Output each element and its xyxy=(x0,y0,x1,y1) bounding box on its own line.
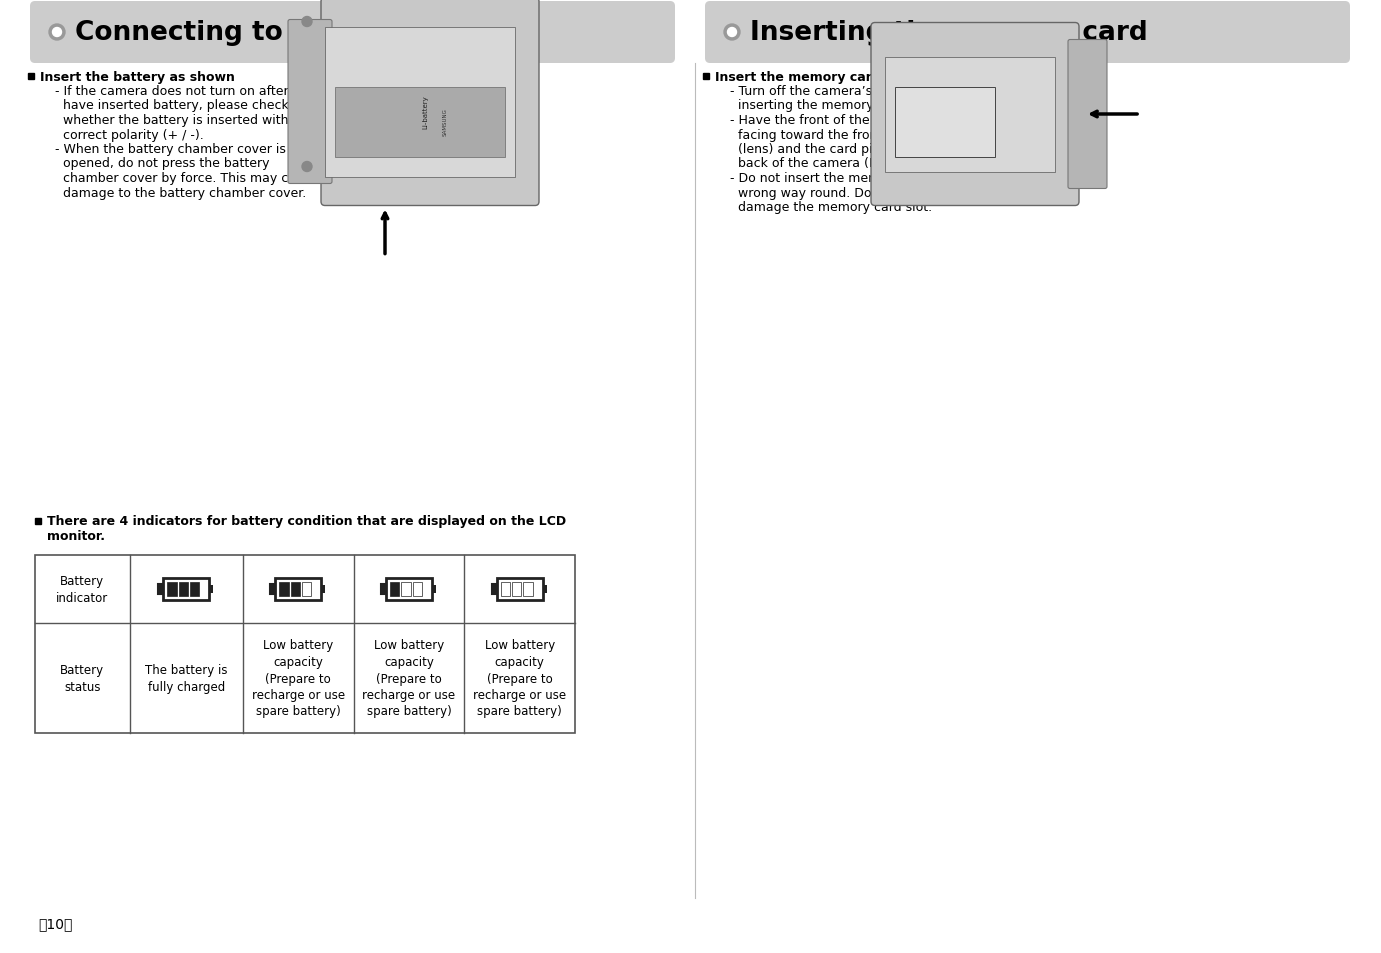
Text: - Do not insert the memory card in the: - Do not insert the memory card in the xyxy=(731,172,972,185)
Text: Low battery
capacity
(Prepare to
recharge or use
spare battery): Low battery capacity (Prepare to recharg… xyxy=(251,639,345,718)
Bar xyxy=(275,578,322,600)
Text: facing toward the front of the camera: facing toward the front of the camera xyxy=(737,129,975,141)
FancyBboxPatch shape xyxy=(704,2,1351,64)
Bar xyxy=(543,585,547,593)
Bar xyxy=(492,584,497,595)
Bar xyxy=(402,582,410,597)
Bar xyxy=(501,582,510,597)
Text: damage to the battery chamber cover.: damage to the battery chamber cover. xyxy=(64,186,307,199)
Text: (lens) and the card pins toward the: (lens) and the card pins toward the xyxy=(737,143,958,156)
Text: Inserting the memory card: Inserting the memory card xyxy=(750,20,1148,46)
Bar xyxy=(163,578,209,600)
Bar xyxy=(290,582,300,597)
Bar xyxy=(302,582,311,597)
Text: monitor.: monitor. xyxy=(47,530,105,542)
Text: have inserted battery, please check: have inserted battery, please check xyxy=(64,99,289,112)
Bar xyxy=(389,582,399,597)
Circle shape xyxy=(302,162,312,172)
Bar xyxy=(35,556,574,733)
FancyBboxPatch shape xyxy=(289,20,331,184)
Text: - When the battery chamber cover is: - When the battery chamber cover is xyxy=(55,143,286,156)
Bar xyxy=(159,584,163,595)
Circle shape xyxy=(728,29,736,37)
Bar xyxy=(271,584,275,595)
Text: 【10】: 【10】 xyxy=(37,916,72,930)
FancyBboxPatch shape xyxy=(1068,40,1108,190)
Circle shape xyxy=(48,25,65,41)
Bar xyxy=(381,584,385,595)
Text: Li-battery: Li-battery xyxy=(423,95,428,130)
Text: correct polarity (+ / -).: correct polarity (+ / -). xyxy=(64,129,204,141)
Bar xyxy=(885,57,1055,172)
Text: Battery
indicator: Battery indicator xyxy=(57,575,108,604)
Bar xyxy=(413,582,423,597)
Text: Low battery
capacity
(Prepare to
recharge or use
spare battery): Low battery capacity (Prepare to recharg… xyxy=(474,639,566,718)
Text: - Turn off the camera’s power before: - Turn off the camera’s power before xyxy=(731,85,960,98)
Bar xyxy=(209,585,213,593)
Text: Connecting to a Power Source: Connecting to a Power Source xyxy=(75,20,523,46)
FancyBboxPatch shape xyxy=(30,2,675,64)
Text: SAMSUNG: SAMSUNG xyxy=(442,109,447,136)
FancyBboxPatch shape xyxy=(320,0,539,206)
Bar xyxy=(279,582,289,597)
Bar xyxy=(497,578,543,600)
Bar xyxy=(336,88,505,157)
Circle shape xyxy=(302,17,312,28)
Bar xyxy=(178,582,188,597)
Bar xyxy=(523,582,533,597)
Text: back of the camera (LCD monitor).: back of the camera (LCD monitor). xyxy=(737,157,956,171)
Bar xyxy=(895,88,994,157)
Circle shape xyxy=(52,29,62,37)
Circle shape xyxy=(724,25,740,41)
Text: - Have the front of the memory card: - Have the front of the memory card xyxy=(731,113,957,127)
Text: - If the camera does not turn on after you: - If the camera does not turn on after y… xyxy=(55,85,315,98)
Text: wrong way round. Doing so may: wrong way round. Doing so may xyxy=(737,186,940,199)
Bar xyxy=(325,28,515,177)
Text: inserting the memory card.: inserting the memory card. xyxy=(737,99,909,112)
FancyBboxPatch shape xyxy=(871,24,1079,206)
Text: whether the battery is inserted with the: whether the battery is inserted with the xyxy=(64,113,313,127)
Text: chamber cover by force. This may cause: chamber cover by force. This may cause xyxy=(64,172,318,185)
Text: damage the memory card slot.: damage the memory card slot. xyxy=(737,201,932,213)
Text: Insert the battery as shown: Insert the battery as shown xyxy=(40,71,235,84)
Bar xyxy=(167,582,177,597)
Bar xyxy=(189,582,199,597)
Bar xyxy=(322,585,326,593)
Text: Low battery
capacity
(Prepare to
recharge or use
spare battery): Low battery capacity (Prepare to recharg… xyxy=(362,639,456,718)
Bar xyxy=(432,585,436,593)
Text: The battery is
fully charged: The battery is fully charged xyxy=(145,663,228,693)
Text: Insert the memory card as shown.: Insert the memory card as shown. xyxy=(715,71,956,84)
Text: opened, do not press the battery: opened, do not press the battery xyxy=(64,157,269,171)
Bar xyxy=(385,578,432,600)
Text: Battery
status: Battery status xyxy=(61,663,105,693)
Bar xyxy=(512,582,521,597)
Text: There are 4 indicators for battery condition that are displayed on the LCD: There are 4 indicators for battery condi… xyxy=(47,515,566,528)
